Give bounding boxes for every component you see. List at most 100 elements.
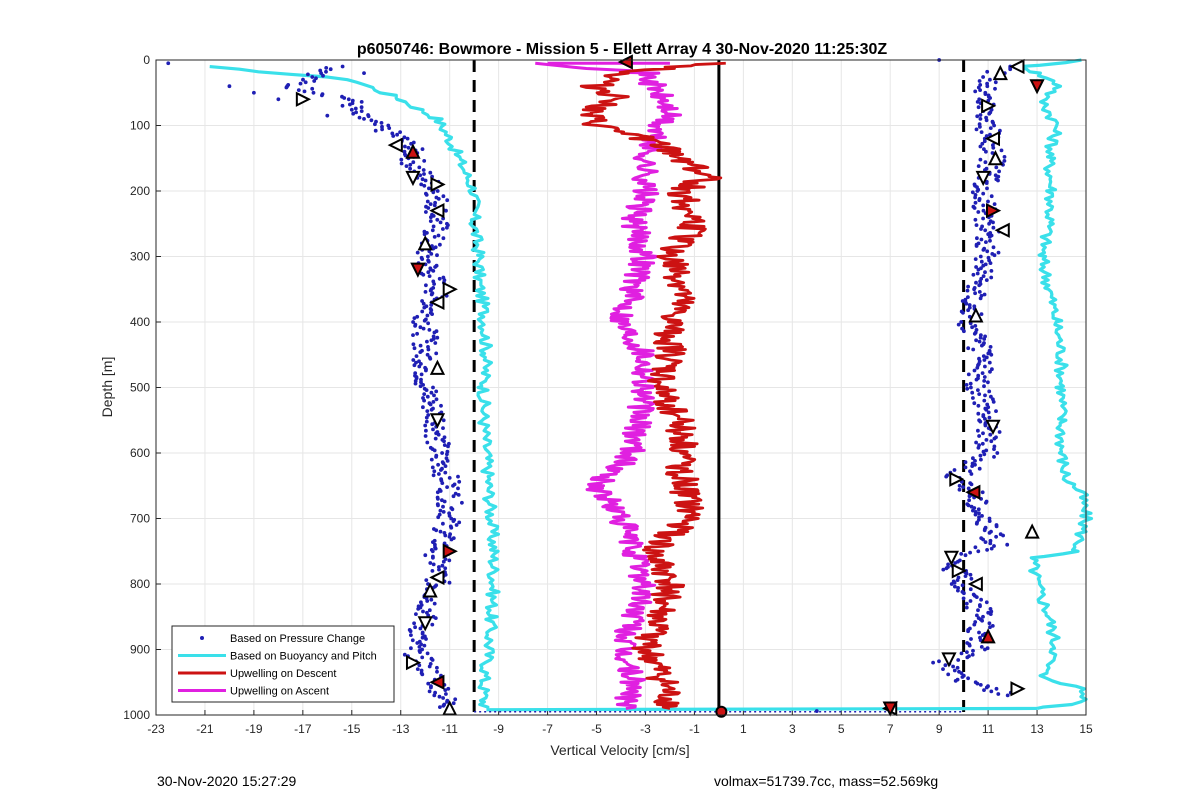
pressure-change-point: [984, 500, 988, 505]
pressure-change-point: [996, 250, 1001, 255]
pressure-change-point: [430, 658, 435, 662]
pressure-change-point: [433, 341, 438, 345]
pressure-change-point: [395, 132, 399, 137]
pressure-change-point: [992, 447, 996, 451]
pressure-change-point: [971, 272, 976, 277]
pressure-change-point: [434, 528, 439, 533]
pressure-change-point: [442, 435, 447, 440]
pressure-change-point: [429, 338, 434, 343]
pressure-change-point: [970, 652, 975, 657]
pressure-change-point: [456, 493, 461, 497]
pressure-change-point: [419, 380, 423, 385]
pressure-change-point: [989, 352, 994, 357]
pressure-change-point: [441, 418, 446, 423]
pressure-change-point: [1005, 542, 1010, 547]
pressure-change-point: [369, 118, 374, 123]
pressure-change-point: [417, 359, 421, 364]
pressure-change-point: [451, 519, 456, 523]
pressure-change-point: [980, 490, 985, 495]
x-tick-label: 15: [1079, 722, 1093, 736]
pressure-change-point: [981, 431, 985, 436]
pressure-change-point: [422, 183, 427, 188]
pressure-change-point: [421, 301, 426, 306]
pressure-change-point: [972, 331, 977, 336]
pressure-change-point: [982, 139, 987, 144]
pressure-change-point: [441, 696, 445, 700]
pressure-change-point: [979, 227, 983, 231]
pressure-change-point: [431, 224, 436, 229]
pressure-change-point: [431, 269, 436, 273]
pressure-change-point: [953, 584, 957, 589]
pressure-change-point: [992, 436, 997, 441]
pressure-change-point: [976, 507, 981, 512]
pressure-change-point: [956, 586, 960, 590]
pressure-change-point: [978, 254, 983, 259]
pressure-change-point: [981, 537, 985, 542]
buoyancy-pitch-bottom-line: [486, 706, 1038, 712]
pressure-change-point: [432, 693, 437, 698]
pressure-change-point: [442, 499, 447, 504]
pressure-change-point: [447, 580, 452, 585]
pressure-change-point: [296, 88, 301, 92]
turning-point-marker: [410, 262, 426, 278]
pressure-change-point: [399, 161, 404, 166]
turning-point-marker: [429, 294, 445, 310]
pressure-change-point: [976, 608, 980, 613]
pressure-change-point: [974, 280, 978, 285]
pressure-change-point: [412, 346, 417, 351]
pressure-change-point: [983, 228, 988, 233]
pressure-change-point: [946, 672, 951, 677]
pressure-change-point: [437, 567, 441, 572]
pressure-change-point: [435, 253, 439, 258]
pressure-change-point: [978, 419, 983, 424]
pressure-change-point: [996, 174, 1001, 179]
pressure-change-point: [435, 490, 440, 495]
legend-label: Upwelling on Descent: [230, 668, 336, 680]
pressure-change-point: [324, 66, 329, 70]
pressure-change-point: [973, 200, 978, 205]
pressure-change-point: [453, 491, 458, 496]
pressure-change-point: [445, 198, 450, 203]
pressure-change-point: [428, 561, 433, 565]
pressure-change-point: [964, 601, 969, 606]
pressure-change-point: [975, 365, 980, 370]
pressure-change-point: [366, 114, 371, 119]
x-tick-label: -7: [542, 722, 553, 736]
pressure-change-point: [981, 208, 986, 213]
footer-stats: volmax=51739.7cc, mass=52.569kg: [714, 773, 939, 789]
pressure-change-point: [414, 612, 418, 616]
pressure-change-point: [429, 215, 433, 220]
turning-point-marker: [987, 150, 1004, 166]
pressure-change-point: [359, 109, 364, 113]
pressure-change-point: [941, 567, 946, 572]
pressure-change-point: [431, 562, 436, 567]
pressure-change-point: [960, 675, 965, 679]
pressure-change-point: [978, 453, 983, 458]
pressure-change-point: [432, 448, 437, 453]
pressure-change-point: [353, 106, 358, 111]
pressure-change-point: [426, 206, 431, 210]
legend-swatch: [200, 636, 204, 640]
pressure-change-point: [437, 276, 442, 281]
pressure-change-point: [424, 283, 428, 288]
x-tick-label: -21: [196, 722, 214, 736]
pressure-change-point: [438, 705, 442, 709]
pressure-change-point: [975, 681, 980, 686]
pressure-change-point: [436, 197, 441, 201]
pressure-change-point: [433, 436, 438, 441]
pressure-change-point: [441, 227, 445, 231]
pressure-change-point: [438, 242, 442, 247]
x-tick-label: -19: [245, 722, 263, 736]
pressure-change-point: [978, 88, 982, 92]
pressure-change-point: [328, 67, 333, 72]
pressure-change-point: [976, 210, 981, 214]
pressure-change-point: [430, 228, 435, 233]
pressure-change-point: [981, 274, 986, 278]
pressure-change-point: [440, 563, 445, 568]
turning-point-marker: [429, 413, 446, 429]
pressure-change-point: [981, 75, 985, 79]
pressure-change-point: [420, 655, 425, 660]
x-tick-label: 11: [982, 722, 995, 736]
pressure-change-point: [984, 149, 988, 154]
pressure-change-point: [445, 485, 449, 489]
